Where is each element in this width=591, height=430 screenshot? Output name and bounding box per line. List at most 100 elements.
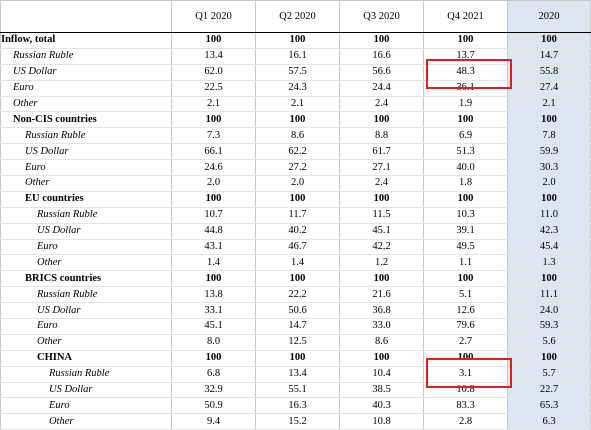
value-cell-2020[interactable]: 14.7 [507, 48, 591, 65]
value-cell-q4-2021[interactable]: 40.0 [423, 159, 508, 177]
value-cell-q3-2020[interactable]: 2.4 [339, 96, 424, 113]
value-cell-q1-2020[interactable]: 43.1 [171, 239, 256, 256]
row-label-cell[interactable]: US Dollar [0, 143, 172, 161]
row-label-cell[interactable]: Euro [0, 397, 172, 415]
value-cell-2020[interactable]: 59.9 [507, 143, 591, 161]
value-cell-2020[interactable]: 100 [507, 270, 591, 288]
value-cell-2020[interactable]: 30.3 [507, 159, 591, 177]
value-cell-q3-2020[interactable]: 100 [339, 191, 424, 208]
value-cell-q3-2020[interactable]: 100 [339, 32, 424, 49]
value-cell-q2-2020[interactable]: 16.1 [255, 48, 340, 65]
row-label-cell[interactable]: Russian Ruble [0, 286, 172, 304]
value-cell-q2-2020[interactable]: 57.5 [255, 64, 340, 81]
value-cell-q1-2020[interactable]: 62.0 [171, 64, 256, 81]
value-cell-q4-2021[interactable]: 83.3 [423, 397, 508, 415]
row-label-cell[interactable]: US Dollar [0, 223, 172, 240]
value-cell-q3-2020[interactable]: 11.5 [339, 207, 424, 224]
value-cell-q1-2020[interactable]: 66.1 [171, 143, 256, 161]
value-cell-q4-2021[interactable]: 10.3 [423, 207, 508, 224]
value-cell-2020[interactable]: 100 [507, 350, 591, 367]
value-cell-2020[interactable]: 22.7 [507, 382, 591, 399]
value-cell-2020[interactable]: 5.6 [507, 334, 591, 351]
value-cell-2020[interactable]: 6.3 [507, 413, 591, 430]
value-cell-q3-2020[interactable]: 1.2 [339, 254, 424, 272]
value-cell-q1-2020[interactable]: 22.5 [171, 80, 256, 97]
value-cell-q2-2020[interactable]: 40.2 [255, 223, 340, 240]
value-cell-q2-2020[interactable]: 100 [255, 350, 340, 367]
value-cell-q2-2020[interactable]: 15.2 [255, 413, 340, 430]
value-cell-q3-2020[interactable]: 10.8 [339, 413, 424, 430]
value-cell-q1-2020[interactable]: 2.1 [171, 96, 256, 113]
header-cell-q4-2021[interactable]: Q4 2021 [423, 0, 508, 33]
value-cell-q2-2020[interactable]: 24.3 [255, 80, 340, 97]
value-cell-q2-2020[interactable]: 46.7 [255, 239, 340, 256]
value-cell-q2-2020[interactable]: 11.7 [255, 207, 340, 224]
value-cell-q4-2021[interactable]: 100 [423, 191, 508, 208]
header-cell-2020[interactable]: 2020 [507, 0, 591, 33]
value-cell-q2-2020[interactable]: 62.2 [255, 143, 340, 161]
value-cell-q3-2020[interactable]: 24.4 [339, 80, 424, 97]
value-cell-q2-2020[interactable]: 2.1 [255, 96, 340, 113]
value-cell-q1-2020[interactable]: 9.4 [171, 413, 256, 430]
value-cell-q4-2021[interactable]: 13.7 [423, 48, 508, 65]
value-cell-q4-2021[interactable]: 2.7 [423, 334, 508, 351]
value-cell-q1-2020[interactable]: 32.9 [171, 382, 256, 399]
value-cell-q3-2020[interactable]: 2.4 [339, 175, 424, 192]
value-cell-q4-2021[interactable]: 1.1 [423, 254, 508, 272]
value-cell-q4-2021[interactable]: 51.3 [423, 143, 508, 161]
value-cell-2020[interactable]: 1.3 [507, 254, 591, 272]
value-cell-q2-2020[interactable]: 22.2 [255, 286, 340, 304]
header-cell-q2-2020[interactable]: Q2 2020 [255, 0, 340, 33]
value-cell-q1-2020[interactable]: 24.6 [171, 159, 256, 177]
value-cell-q3-2020[interactable]: 61.7 [339, 143, 424, 161]
value-cell-q3-2020[interactable]: 40.3 [339, 397, 424, 415]
value-cell-q2-2020[interactable]: 27.2 [255, 159, 340, 177]
value-cell-q1-2020[interactable]: 100 [171, 191, 256, 208]
value-cell-q3-2020[interactable]: 45.1 [339, 223, 424, 240]
row-label-cell[interactable]: Russian Ruble [0, 127, 172, 145]
value-cell-q1-2020[interactable]: 10.7 [171, 207, 256, 224]
value-cell-q3-2020[interactable]: 100 [339, 350, 424, 367]
value-cell-2020[interactable]: 65.3 [507, 397, 591, 415]
value-cell-2020[interactable]: 5.7 [507, 366, 591, 383]
value-cell-q4-2021[interactable]: 39.1 [423, 223, 508, 240]
row-label-cell[interactable]: US Dollar [0, 302, 172, 320]
value-cell-2020[interactable]: 59.3 [507, 318, 591, 335]
value-cell-q3-2020[interactable]: 27.1 [339, 159, 424, 177]
row-label-cell[interactable]: Other [0, 96, 172, 113]
value-cell-q2-2020[interactable]: 100 [255, 111, 340, 129]
value-cell-q2-2020[interactable]: 8.6 [255, 127, 340, 145]
value-cell-2020[interactable]: 7.8 [507, 127, 591, 145]
value-cell-q3-2020[interactable]: 8.6 [339, 334, 424, 351]
value-cell-q4-2021[interactable]: 79.6 [423, 318, 508, 335]
value-cell-2020[interactable]: 11.0 [507, 207, 591, 224]
row-label-cell[interactable]: US Dollar [0, 382, 172, 399]
value-cell-2020[interactable]: 45.4 [507, 239, 591, 256]
row-label-cell[interactable]: Euro [0, 159, 172, 177]
value-cell-q2-2020[interactable]: 50.6 [255, 302, 340, 320]
row-label-cell[interactable]: BRICS countries [0, 270, 172, 288]
value-cell-2020[interactable]: 55.8 [507, 64, 591, 81]
value-cell-q4-2021[interactable]: 36.1 [423, 80, 508, 97]
header-cell-q1-2020[interactable]: Q1 2020 [171, 0, 256, 33]
value-cell-q1-2020[interactable]: 33.1 [171, 302, 256, 320]
value-cell-q4-2021[interactable]: 1.9 [423, 96, 508, 113]
row-label-cell[interactable]: US Dollar [0, 64, 172, 81]
value-cell-q4-2021[interactable]: 48.3 [423, 64, 508, 81]
value-cell-q3-2020[interactable]: 8.8 [339, 127, 424, 145]
row-label-cell[interactable]: EU countries [0, 191, 172, 208]
value-cell-2020[interactable]: 27.4 [507, 80, 591, 97]
value-cell-q4-2021[interactable]: 1.8 [423, 175, 508, 192]
value-cell-q1-2020[interactable]: 1.4 [171, 254, 256, 272]
value-cell-2020[interactable]: 42.3 [507, 223, 591, 240]
value-cell-q4-2021[interactable]: 12.6 [423, 302, 508, 320]
row-label-cell[interactable]: Other [0, 413, 172, 430]
value-cell-q2-2020[interactable]: 100 [255, 270, 340, 288]
row-label-cell[interactable]: CHINA [0, 350, 172, 367]
value-cell-q4-2021[interactable]: 100 [423, 111, 508, 129]
value-cell-q3-2020[interactable]: 100 [339, 270, 424, 288]
row-label-cell[interactable]: Other [0, 334, 172, 351]
value-cell-q4-2021[interactable]: 49.5 [423, 239, 508, 256]
value-cell-q2-2020[interactable]: 14.7 [255, 318, 340, 335]
row-label-cell[interactable]: Non-CIS countries [0, 111, 172, 129]
